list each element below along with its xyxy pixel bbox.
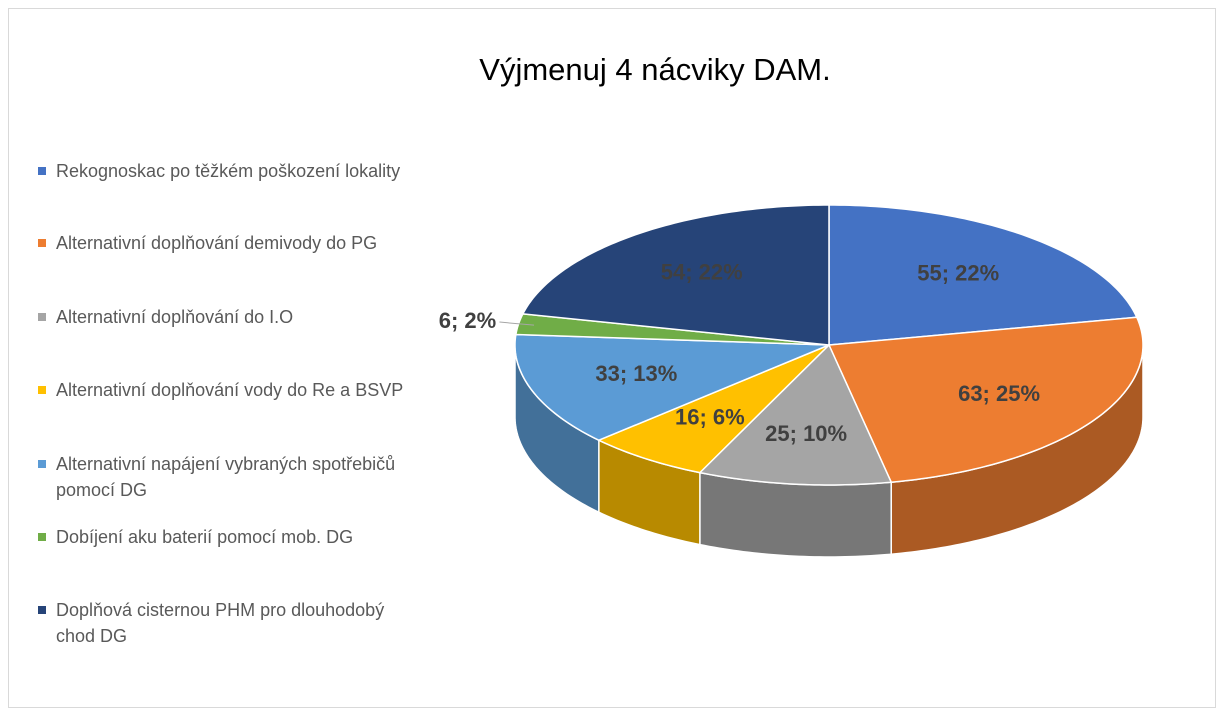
chart-title: Výjmenuj 4 nácviky DAM.	[479, 52, 830, 87]
data-label: 33; 13%	[595, 361, 677, 386]
slice-side	[699, 471, 892, 558]
legend-swatch	[38, 386, 46, 394]
labels: 55; 22% 63; 25% 25; 10% 16; 6% 33; 13% 6; 2% 5…	[439, 260, 1040, 447]
legend-item: Alternativní doplňování do I.O	[38, 304, 423, 330]
slice	[521, 204, 830, 346]
legend-swatch	[38, 313, 46, 321]
legend-item: Doplňová cisternou PHM pro dlouhodobý ch…	[38, 597, 423, 649]
legend-item: Alternativní doplňování vody do Re a BSV…	[38, 377, 423, 403]
data-label: 63; 25%	[958, 381, 1040, 406]
data-label: 6; 2%	[439, 308, 496, 333]
legend-label: Alternativní doplňování demivody do PG	[56, 233, 378, 253]
slice	[828, 204, 1138, 346]
legend-swatch	[38, 533, 46, 541]
tops	[514, 204, 1144, 486]
leader-line	[499, 321, 535, 326]
data-label: 55; 22%	[917, 260, 999, 285]
data-label: 25; 10%	[765, 421, 847, 446]
slice	[698, 343, 893, 486]
legend-item: Alternativní napájení vybraných spotřebi…	[38, 451, 423, 503]
legend-label: Alternativní doplňování vody do Re a BSV…	[56, 380, 404, 400]
legend-swatch	[38, 167, 46, 175]
legend-label: Alternativní napájení vybraných spotřebi…	[56, 454, 396, 500]
legend-item: Alternativní doplňování demivody do PG	[38, 230, 423, 256]
legend-label: Alternativní doplňování do I.O	[56, 307, 294, 327]
slice	[514, 333, 830, 442]
legend-item: Rekognoskac po těžkém poškození lokality	[38, 158, 423, 184]
legend-item: Dobíjení aku baterií pomocí mob. DG	[38, 524, 423, 550]
legend-swatch	[38, 460, 46, 468]
legend-swatch	[38, 239, 46, 247]
slice	[596, 344, 830, 474]
data-label: 16; 6%	[675, 405, 745, 430]
legend-swatch	[38, 606, 46, 614]
legend-label: Dobíjení aku baterií pomocí mob. DG	[56, 527, 354, 547]
legend-label: Rekognoskac po těžkém poškození lokality	[56, 161, 401, 181]
legend-label: Doplňová cisternou PHM pro dlouhodobý ch…	[56, 600, 385, 646]
slice	[827, 316, 1144, 484]
data-label: 54; 22%	[661, 260, 743, 285]
chart-frame	[8, 8, 1216, 708]
sides	[514, 344, 1144, 558]
